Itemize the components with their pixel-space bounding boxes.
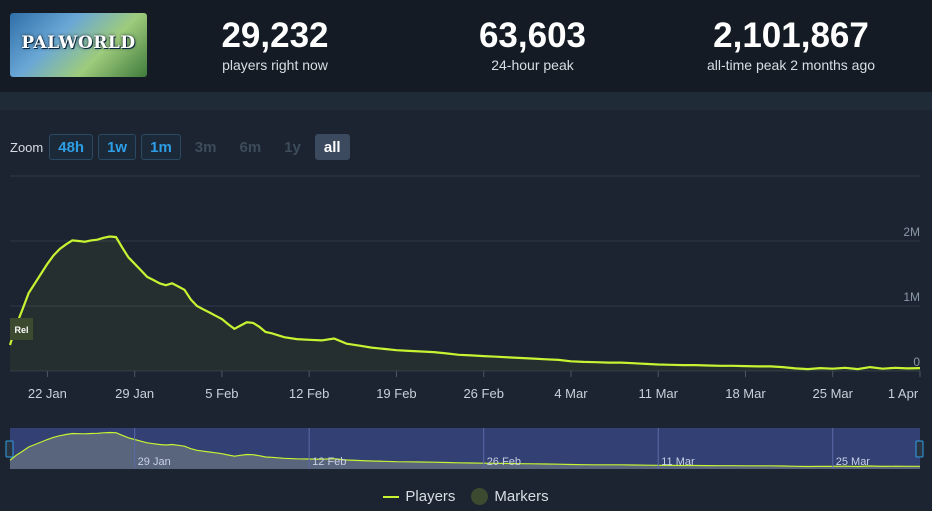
- section-divider: [0, 92, 932, 110]
- x-tick-label: 19 Feb: [376, 386, 416, 401]
- release-marker-label: Rel: [14, 325, 28, 335]
- x-tick-label: 29 Jan: [115, 386, 154, 401]
- players-area: [10, 236, 920, 371]
- y-tick-label: 1M: [903, 290, 920, 304]
- navigator-left-handle[interactable]: [5, 440, 14, 458]
- navigator-range[interactable]: [10, 428, 920, 469]
- stat-value: 29,232: [221, 16, 329, 55]
- legend-players[interactable]: Players: [383, 488, 455, 505]
- zoom-1w-button[interactable]: 1w: [98, 134, 137, 160]
- navigator-label: 29 Jan: [138, 456, 171, 468]
- zoom-all-button[interactable]: all: [314, 134, 350, 160]
- navigator-right-handle[interactable]: [915, 440, 924, 458]
- x-tick-label: 26 Feb: [463, 386, 503, 401]
- zoom-label: Zoom: [10, 139, 44, 155]
- x-tick-label: 25 Mar: [813, 386, 854, 401]
- stat-label: all-time peak 2 months ago: [706, 57, 876, 73]
- zoom-48h-button[interactable]: 48h: [49, 134, 94, 160]
- navigator-area: [10, 432, 920, 469]
- x-tick-label: 4 Mar: [554, 386, 588, 401]
- x-tick-label: 5 Feb: [205, 386, 238, 401]
- stat-current-players: 29,232 players right now: [195, 16, 355, 74]
- game-logo[interactable]: PALWORLD: [10, 13, 147, 77]
- logo-text: PALWORLD: [21, 33, 136, 53]
- legend-players-label: Players: [405, 488, 456, 505]
- stat-label: players right now: [222, 57, 328, 73]
- players-line: [8, 235, 921, 371]
- release-marker[interactable]: [10, 318, 33, 340]
- navigator-label: 25 Mar: [836, 456, 871, 468]
- navigator-label: 12 Feb: [312, 456, 346, 468]
- legend-players-swatch: [383, 495, 400, 498]
- x-tick-label: 1 Apr: [888, 386, 919, 401]
- legend-markers[interactable]: Markers: [471, 488, 549, 505]
- zoom-controls: Zoom 48h 1w 1m 3m 6m 1y all: [10, 133, 355, 161]
- navigator-line: [9, 431, 920, 468]
- zoom-6m-button: 6m: [239, 139, 262, 156]
- x-tick-label: 11 Mar: [638, 386, 678, 401]
- header: PALWORLD 29,232 players right now 63,603…: [0, 0, 932, 92]
- legend: Players Markers: [0, 488, 932, 505]
- zoom-3m-button: 3m: [194, 139, 217, 156]
- legend-markers-label: Markers: [494, 488, 549, 505]
- x-tick-label: 12 Feb: [289, 386, 329, 401]
- stat-value: 2,101,867: [713, 16, 869, 55]
- zoom-1y-button: 1y: [284, 139, 301, 156]
- navigator-label: 26 Feb: [487, 456, 521, 468]
- stat-label: 24-hour peak: [491, 57, 574, 73]
- legend-markers-swatch: [471, 488, 489, 505]
- zoom-1m-button[interactable]: 1m: [141, 134, 181, 160]
- stat-24h-peak: 63,603 24-hour peak: [450, 16, 615, 74]
- x-tick-label: 18 Mar: [725, 386, 766, 401]
- stat-value: 63,603: [478, 16, 587, 55]
- stat-all-time-peak: 2,101,867 all-time peak 2 months ago: [680, 16, 902, 74]
- x-tick-label: 22 Jan: [28, 386, 67, 401]
- navigator-label: 11 Mar: [661, 456, 695, 468]
- y-tick-label: 0: [913, 355, 920, 369]
- y-tick-label: 2M: [903, 225, 920, 239]
